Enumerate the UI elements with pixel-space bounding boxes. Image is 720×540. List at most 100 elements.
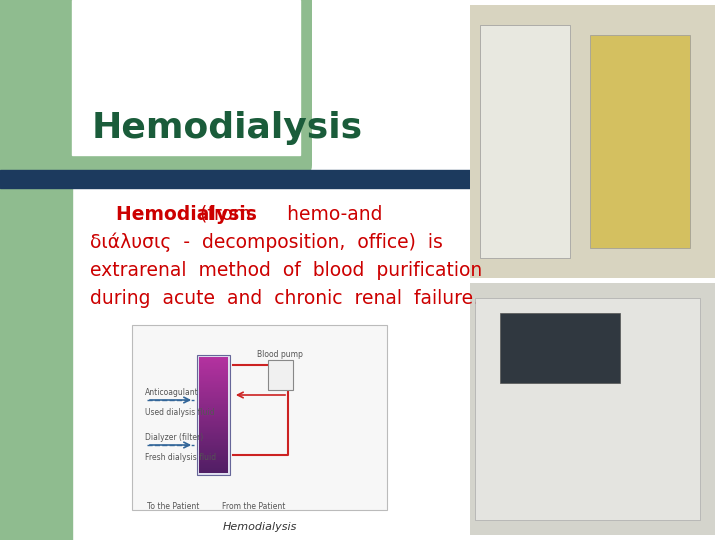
Bar — [199, 402, 228, 403]
Bar — [199, 423, 228, 424]
Text: διάλυσις  -  decomposition,  office)  is: διάλυσις - decomposition, office) is — [90, 233, 443, 253]
Bar — [199, 372, 228, 373]
Bar — [199, 370, 228, 371]
Bar — [199, 401, 228, 402]
Bar — [199, 364, 228, 365]
Bar — [590, 35, 690, 248]
Bar — [199, 440, 228, 441]
Bar — [199, 465, 228, 466]
Bar — [199, 430, 228, 431]
Bar — [500, 313, 620, 383]
Bar — [199, 464, 228, 465]
Bar — [199, 361, 228, 362]
Bar — [199, 445, 228, 446]
Bar — [199, 381, 228, 382]
FancyBboxPatch shape — [0, 0, 312, 177]
Text: From the Patient: From the Patient — [222, 502, 285, 511]
Bar — [199, 378, 228, 379]
Bar — [199, 403, 228, 404]
Bar — [475, 298, 700, 520]
Bar — [72, 0, 300, 155]
Bar — [199, 456, 228, 457]
Bar — [199, 431, 228, 432]
Bar — [197, 355, 230, 475]
Bar — [199, 400, 228, 401]
Bar — [199, 450, 228, 451]
Bar — [199, 360, 228, 361]
Bar — [199, 411, 228, 412]
Bar — [199, 422, 228, 423]
Bar — [199, 449, 228, 450]
Bar — [199, 446, 228, 447]
Text: Hemodialysis: Hemodialysis — [90, 205, 257, 224]
Bar — [199, 471, 228, 472]
Bar — [199, 414, 228, 415]
Bar — [199, 470, 228, 471]
Bar — [199, 376, 228, 377]
Bar — [199, 469, 228, 470]
Bar — [199, 363, 228, 364]
Text: Fresh dialysis fluid: Fresh dialysis fluid — [145, 453, 216, 462]
Text: Hemodialysis: Hemodialysis — [222, 522, 297, 532]
Bar — [199, 359, 228, 360]
Bar — [199, 374, 228, 375]
Bar — [199, 404, 228, 405]
Bar — [199, 420, 228, 421]
Bar — [199, 441, 228, 442]
Bar — [199, 394, 228, 395]
Bar — [199, 429, 228, 430]
Bar — [199, 408, 228, 409]
Bar — [199, 434, 228, 435]
Bar — [199, 466, 228, 467]
Bar — [0, 0, 72, 540]
Bar — [199, 357, 228, 358]
Bar — [199, 463, 228, 464]
Bar — [199, 428, 228, 429]
Bar — [199, 461, 228, 462]
Bar — [199, 389, 228, 390]
Bar — [199, 384, 228, 385]
Bar — [132, 325, 387, 510]
Bar — [199, 452, 228, 453]
Bar — [199, 419, 228, 420]
Bar — [199, 468, 228, 469]
Bar — [470, 5, 715, 278]
Bar — [199, 386, 228, 387]
Bar — [470, 5, 715, 278]
Bar — [199, 443, 228, 444]
Bar — [0, 170, 480, 188]
Bar — [199, 442, 228, 443]
Text: extrarenal  method  of  blood  purification: extrarenal method of blood purification — [90, 261, 482, 280]
Bar — [199, 368, 228, 369]
Bar — [199, 358, 228, 359]
Bar — [199, 472, 228, 473]
Bar — [199, 367, 228, 368]
Text: Dialyzer (filter): Dialyzer (filter) — [145, 433, 203, 442]
Bar — [199, 373, 228, 374]
Bar — [199, 425, 228, 426]
Bar — [199, 379, 228, 380]
Bar — [199, 447, 228, 448]
Bar — [199, 371, 228, 372]
Text: Hemodialysis: Hemodialysis — [92, 111, 363, 145]
Bar — [199, 413, 228, 414]
Bar — [199, 407, 228, 408]
Bar — [199, 455, 228, 456]
Bar — [199, 418, 228, 419]
Bar — [199, 435, 228, 436]
Bar — [199, 391, 228, 392]
Bar — [199, 459, 228, 460]
Bar — [199, 377, 228, 378]
Bar — [199, 385, 228, 386]
Text: Anticoagulant: Anticoagulant — [145, 388, 199, 397]
Bar — [199, 369, 228, 370]
Bar — [199, 437, 228, 438]
Bar — [199, 453, 228, 454]
Bar — [199, 365, 228, 366]
Text: Used dialysis fluid: Used dialysis fluid — [145, 408, 215, 417]
Bar — [199, 427, 228, 428]
Bar — [199, 436, 228, 437]
Bar — [199, 454, 228, 455]
Text: Blood pump: Blood pump — [257, 350, 303, 359]
Bar — [199, 460, 228, 461]
